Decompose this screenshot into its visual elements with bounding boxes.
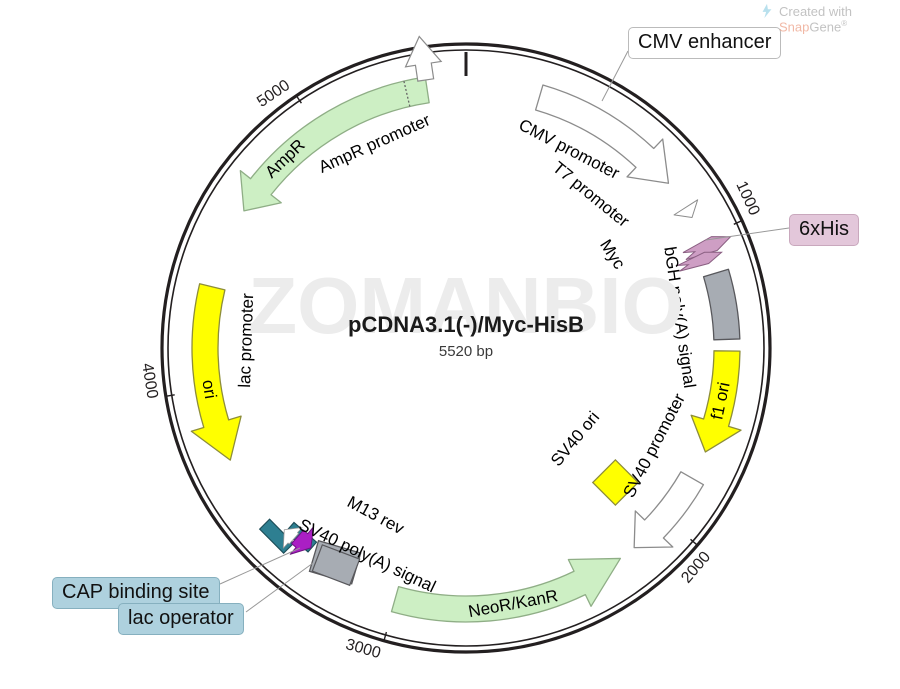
svg-text:pCDNA3.1(-)/Myc-HisB: pCDNA3.1(-)/Myc-HisB bbox=[348, 312, 584, 337]
svg-text:SV40 ori: SV40 ori bbox=[547, 408, 603, 470]
svg-text:5000: 5000 bbox=[254, 77, 293, 111]
svg-text:M13 rev: M13 rev bbox=[344, 492, 408, 538]
svg-text:4000: 4000 bbox=[138, 362, 160, 400]
svg-text:ori: ori bbox=[198, 378, 220, 400]
svg-text:2000: 2000 bbox=[678, 548, 714, 586]
svg-text:5520 bp: 5520 bp bbox=[439, 343, 493, 360]
